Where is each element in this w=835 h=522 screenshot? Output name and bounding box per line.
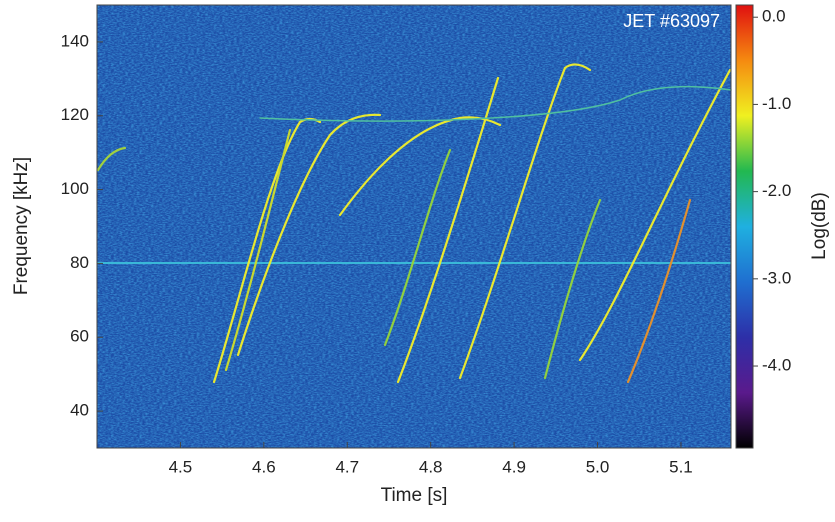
x-tick-label: 4.7 [335, 457, 359, 476]
colorbar [735, 4, 754, 449]
colorbar-tick-label: -2.0 [762, 181, 791, 200]
y-tick-label: 60 [70, 327, 89, 346]
chirp [236, 113, 382, 357]
chirp [259, 85, 732, 122]
x-axis-label: Time [s] [381, 485, 448, 506]
colorbar-label: Log(dB) [809, 192, 830, 260]
annotation: JET #63097 [623, 11, 720, 31]
plot-frame [96, 4, 732, 449]
chirp [458, 63, 592, 380]
chirp [396, 76, 500, 384]
y-tick-label: 140 [61, 31, 89, 50]
x-tick-label: 4.6 [252, 457, 276, 476]
colorbar-tick-label: 0.0 [762, 7, 786, 26]
y-tick-label: 120 [61, 105, 89, 124]
colorbar-tick-label: -3.0 [762, 268, 791, 287]
x-tick-label: 5.1 [669, 457, 693, 476]
x-tick-label: 5.0 [586, 457, 610, 476]
spectrogram-noise [97, 5, 731, 448]
x-tick-label: 4.8 [419, 457, 443, 476]
y-tick-label: 40 [70, 401, 89, 420]
chirp [626, 198, 692, 384]
y-axis-label: Frequency [kHz] [11, 157, 32, 295]
chirp [543, 198, 602, 380]
chirps [96, 63, 732, 384]
chirp [224, 128, 292, 372]
chirp [383, 148, 452, 347]
y-tick-label: 80 [70, 253, 89, 272]
x-tick-label: 4.5 [169, 457, 193, 476]
colorbar-tick-label: -4.0 [762, 356, 791, 375]
x-tick-label: 4.9 [502, 457, 526, 476]
colorbar-tick-label: -1.0 [762, 94, 791, 113]
chirp [578, 68, 732, 362]
spectrogram [96, 4, 732, 449]
y-tick-label: 100 [61, 179, 89, 198]
chirp [96, 146, 127, 172]
